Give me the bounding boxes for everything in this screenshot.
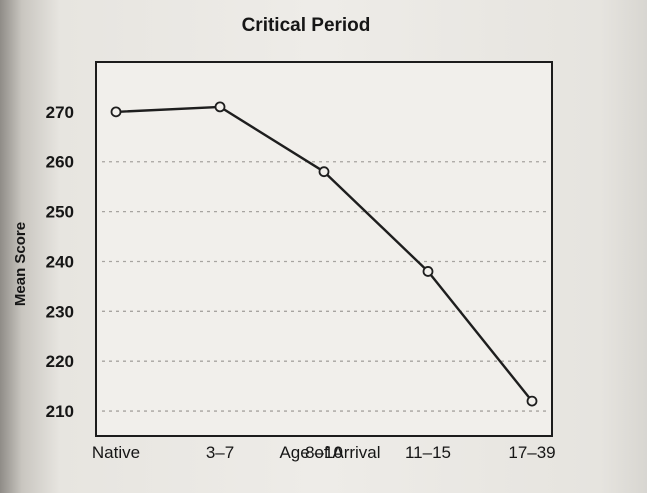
y-tick-label: 250 xyxy=(46,203,74,222)
y-tick-label: 210 xyxy=(46,402,74,421)
data-point xyxy=(422,266,434,277)
y-axis-label: Mean Score xyxy=(12,222,29,306)
data-point xyxy=(318,166,330,178)
x-tick-label: 8–10 xyxy=(305,443,343,462)
y-axis-ticks: 210 220 230 240 250 260 270 xyxy=(46,103,74,421)
x-tick-label: 11–15 xyxy=(405,443,451,462)
data-point xyxy=(214,101,226,113)
x-tick-label: 3–7 xyxy=(206,443,234,462)
x-tick-label: 17–39 xyxy=(508,443,555,462)
x-axis-label: Age of Arrival xyxy=(279,443,380,462)
y-tick-label: 230 xyxy=(46,302,74,321)
data-point xyxy=(526,395,538,407)
plot-frame xyxy=(95,61,553,437)
x-tick-label: Native xyxy=(92,443,140,462)
data-point xyxy=(110,106,122,118)
data-points xyxy=(110,101,538,407)
y-tick-label: 220 xyxy=(46,352,74,371)
x-axis-ticks: Native 3–7 8–10 11–15 17–39 xyxy=(92,443,556,462)
chart-title: Critical Period xyxy=(242,15,371,36)
y-tick-label: 270 xyxy=(46,103,74,122)
y-tick-label: 240 xyxy=(46,252,74,271)
y-tick-label: 260 xyxy=(46,153,74,172)
